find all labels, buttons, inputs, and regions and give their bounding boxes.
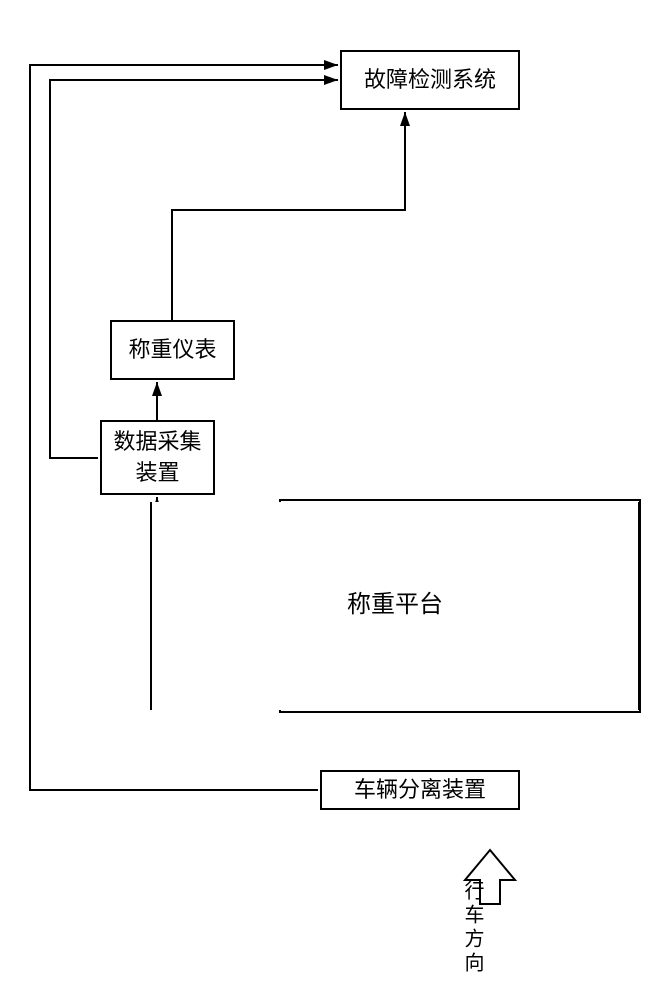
label-direction: 行车方向 <box>461 880 483 976</box>
box-vehicle-separation: 车辆分离装置 <box>320 770 520 810</box>
box-weighing-meter: 称重仪表 <box>110 320 235 380</box>
direction-label: 行车方向 <box>460 880 484 976</box>
label-weighing-meter: 称重仪表 <box>128 335 216 366</box>
label-fault-detection: 故障检测系统 <box>364 65 496 96</box>
label-vehicle-separation: 车辆分离装置 <box>354 775 486 806</box>
box-weighing-platform: 称重平台 <box>150 502 640 710</box>
box-data-acquisition: 数据采集 装置 <box>100 420 215 495</box>
diagram-connectors <box>0 0 670 1000</box>
label-data-acquisition: 数据采集 装置 <box>113 427 201 489</box>
box-fault-detection: 故障检测系统 <box>340 50 520 110</box>
label-weighing-platform: 称重平台 <box>347 589 443 623</box>
